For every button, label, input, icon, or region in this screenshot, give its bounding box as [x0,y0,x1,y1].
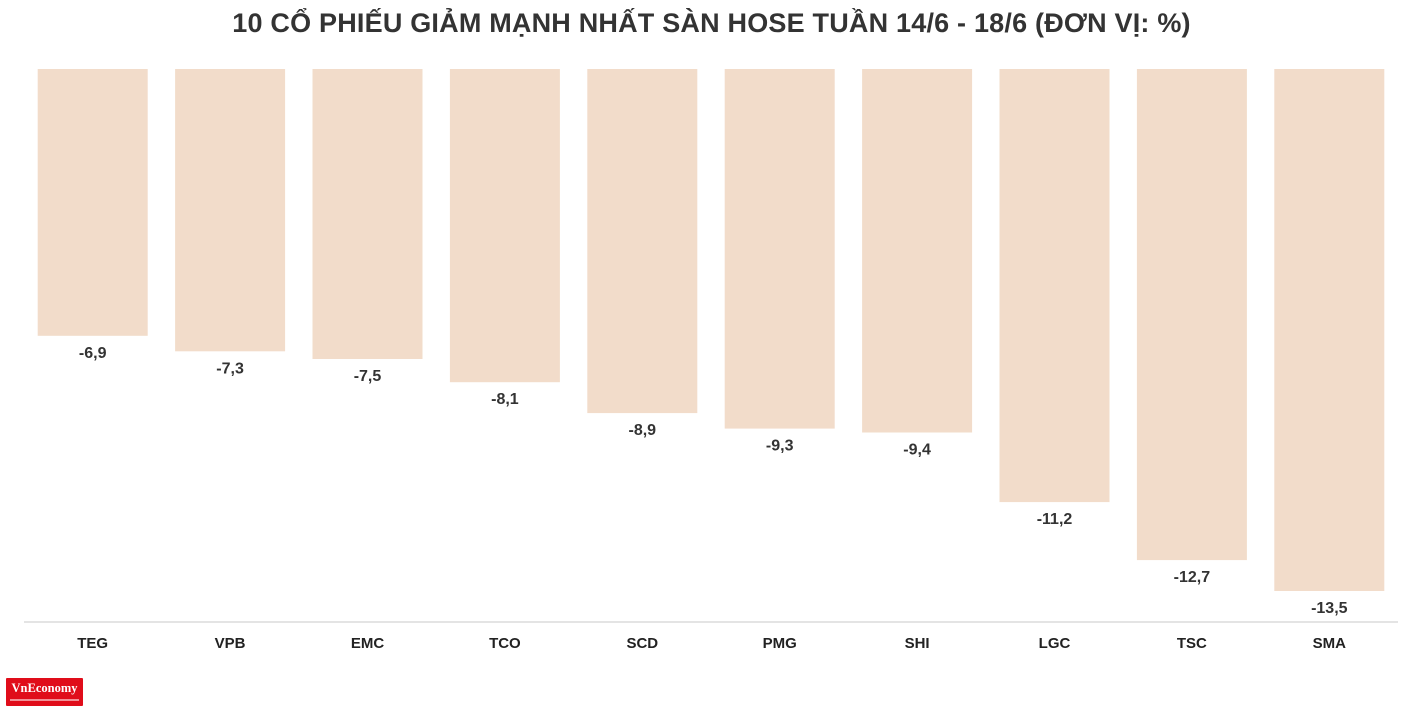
value-label-lgc: -11,2 [1037,511,1073,528]
value-label-sma: -13,5 [1311,600,1348,617]
category-label-teg: TEG [77,635,108,652]
category-label-vpb: VPB [215,635,246,652]
value-label-shi: -9,4 [903,442,931,459]
logo-text: VnEconomy [11,681,78,695]
value-label-emc: -7,5 [354,368,382,385]
category-label-lgc: LGC [1039,635,1071,652]
chart-title: 10 CỔ PHIẾU GIẢM MẠNH NHẤT SÀN HOSE TUẦN… [232,8,1191,38]
category-label-emc: EMC [351,635,385,652]
category-label-sma: SMA [1313,635,1347,652]
value-label-teg: -6,9 [79,345,107,362]
category-label-tsc: TSC [1177,635,1207,652]
bar-scd [587,69,698,414]
category-label-tco: TCO [489,635,521,652]
bar-lgc [999,69,1110,503]
value-label-vpb: -7,3 [216,360,244,377]
category-label-pmg: PMG [763,635,797,652]
bar-sma [1274,69,1385,591]
bar-tsc [1136,69,1247,561]
value-label-pmg: -9,3 [766,438,794,455]
vneconomy-logo: VnEconomy [6,678,83,706]
value-label-tsc: -12,7 [1174,569,1211,586]
category-label-scd: SCD [626,635,658,652]
value-label-tco: -8,1 [491,391,519,408]
bar-shi [862,69,973,433]
bar-tco [449,69,560,383]
logo-tagline-line [10,699,79,701]
value-label-scd: -8,9 [629,422,657,439]
bar-teg [37,69,148,336]
bar-vpb [175,69,286,352]
bar-chart: -6,9 TEG -7,3 VPB -7,5 EMC -8,1 TCO -8,9 SCD -9,3 P… [24,69,1398,652]
category-label-shi: SHI [905,635,930,652]
bar-pmg [724,69,835,429]
bar-emc [312,69,423,359]
